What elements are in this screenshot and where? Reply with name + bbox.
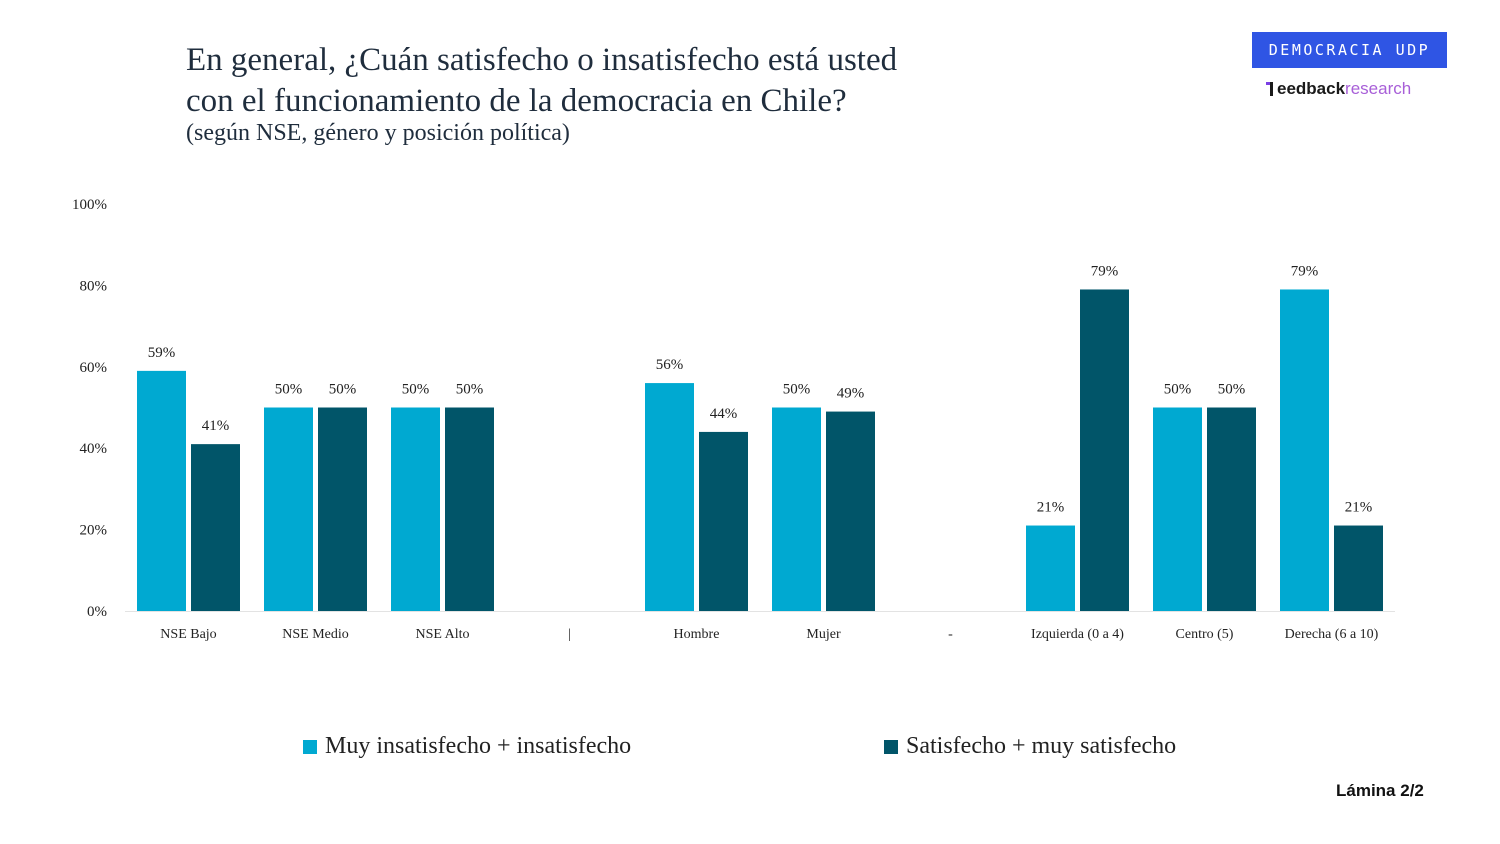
- y-tick-label: 100%: [72, 197, 107, 213]
- x-tick-label: Mujer: [806, 627, 841, 642]
- chart-title: En general, ¿Cuán satisfecho o insatisfe…: [186, 40, 1046, 122]
- data-label: 50%: [402, 382, 430, 398]
- legend-item-series-2: Satisfecho + muy satisfecho: [884, 733, 1176, 760]
- bar-series-2: [318, 407, 367, 611]
- bar-series-1: [1153, 407, 1202, 611]
- bar-series-1: [1026, 525, 1075, 611]
- legend-label-series-1: Muy insatisfecho + insatisfecho: [325, 733, 632, 759]
- data-label: 79%: [1291, 263, 1319, 279]
- x-tick-label: NSE Alto: [415, 627, 469, 642]
- y-tick-label: 0%: [87, 604, 107, 620]
- y-tick-label: 60%: [80, 360, 108, 376]
- bar-series-2: [699, 431, 748, 611]
- feedback-research-logo: eedback research: [1266, 78, 1411, 100]
- x-tick-label: Centro (5): [1176, 627, 1234, 642]
- data-label: 56%: [656, 357, 684, 373]
- bar-series-1: [264, 407, 313, 611]
- data-label: 41%: [202, 418, 230, 434]
- legend-item-series-1: Muy insatisfecho + insatisfecho: [303, 733, 631, 760]
- bar-series-1: [1280, 289, 1329, 611]
- bar-series-2: [826, 411, 875, 611]
- democracia-udp-badge: DEMOCRACIA UDP: [1252, 32, 1447, 68]
- legend-swatch-series-1: [303, 739, 317, 754]
- chart-subtitle: (según NSE, género y posición política): [186, 120, 570, 146]
- y-tick-label: 20%: [80, 523, 108, 539]
- bar-series-2: [1334, 525, 1383, 611]
- bar-series-1: [645, 383, 694, 611]
- data-label: 50%: [275, 382, 303, 398]
- data-label: 79%: [1091, 263, 1119, 279]
- logo-text-research: research: [1345, 79, 1412, 98]
- x-tick-label: Derecha (6 a 10): [1285, 627, 1379, 642]
- y-tick-label: 40%: [80, 441, 108, 457]
- chart-title-line1: En general, ¿Cuán satisfecho o insatisfe…: [186, 42, 898, 78]
- chart-title-line2: con el funcionamiento de la democracia e…: [186, 83, 847, 119]
- x-tick-label: NSE Medio: [282, 627, 349, 642]
- bar-series-2: [445, 407, 494, 611]
- x-tick-label: |: [568, 627, 571, 642]
- data-label: 50%: [329, 382, 357, 398]
- data-label: 50%: [1164, 382, 1192, 398]
- bar-series-1: [772, 407, 821, 611]
- slide-number: Lámina 2/2: [1336, 781, 1424, 800]
- x-tick-label: NSE Bajo: [160, 627, 216, 642]
- logo-text-feedback: eedback: [1277, 79, 1346, 98]
- x-tick-label: Hombre: [674, 627, 720, 642]
- legend-swatch-series-2: [884, 739, 898, 754]
- bar-series-2: [191, 444, 240, 611]
- x-tick-label: -: [948, 627, 953, 642]
- data-label: 50%: [456, 382, 484, 398]
- data-label: 21%: [1037, 500, 1065, 516]
- feedback-f-icon: [1266, 82, 1276, 96]
- bar-series-2: [1207, 407, 1256, 611]
- data-label: 59%: [148, 345, 176, 361]
- legend-label-series-2: Satisfecho + muy satisfecho: [906, 733, 1177, 759]
- y-tick-label: 80%: [80, 278, 108, 294]
- bar-series-1: [391, 407, 440, 611]
- data-label: 44%: [710, 406, 738, 422]
- data-label: 49%: [837, 386, 865, 402]
- data-label: 21%: [1345, 500, 1373, 516]
- bar-series-1: [137, 370, 186, 611]
- bar-series-2: [1080, 289, 1129, 611]
- x-tick-label: Izquierda (0 a 4): [1031, 627, 1124, 642]
- data-label: 50%: [783, 382, 811, 398]
- data-label: 50%: [1218, 382, 1246, 398]
